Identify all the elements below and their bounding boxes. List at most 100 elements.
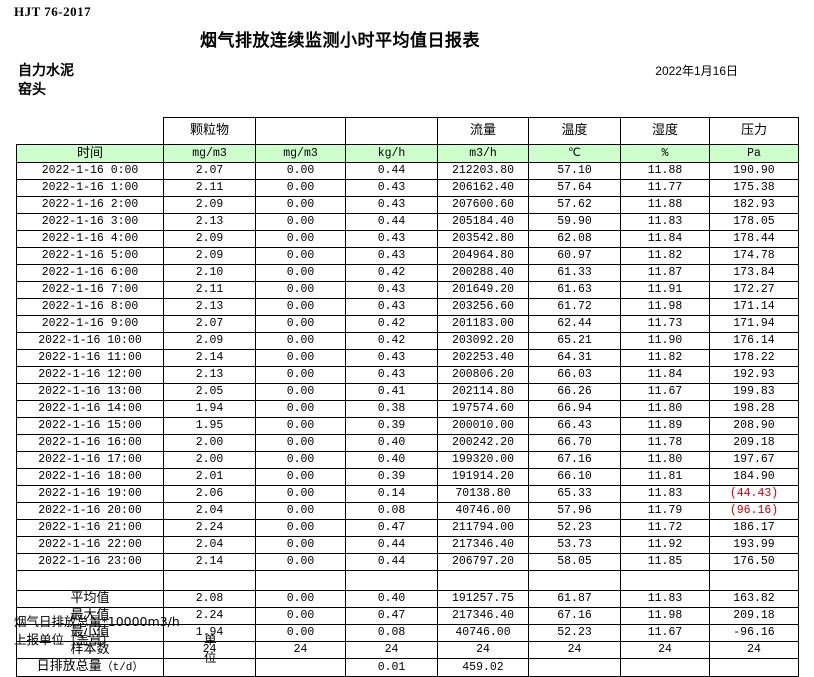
cell-value: 0.39 — [345, 417, 438, 435]
cell-value: 11.92 — [620, 536, 710, 554]
table-row: 2022-1-16 20:00 2.04 0.00 0.08 40746.00 57.96… — [16, 502, 799, 520]
cell-value: 66.03 — [528, 366, 621, 384]
cell-value: 2.07 — [163, 315, 256, 333]
summary-value: 217346.40 — [437, 607, 529, 625]
cell-value: 200242.20 — [437, 434, 529, 452]
cell-value: 2.05 — [163, 383, 256, 401]
cell-value: 11.84 — [620, 366, 710, 384]
summary-value: 0.47 — [345, 607, 438, 625]
summary-value: 0.01 — [345, 658, 438, 677]
summary-row: 样本数 24 24 24 24 24 24 24 — [16, 641, 799, 659]
cell-value: 0.43 — [345, 366, 438, 384]
cell-value: 2.07 — [163, 162, 256, 180]
summary-value: -96.16 — [709, 624, 799, 642]
table-row: 2022-1-16 10:00 2.09 0.00 0.42 203092.20 65.2… — [16, 332, 799, 350]
cell-value: 199.83 — [709, 383, 799, 401]
cell-value: 217346.40 — [437, 536, 529, 554]
cell-value: 65.21 — [528, 332, 621, 350]
cell-value: 0.00 — [255, 213, 346, 231]
cell-value: 53.73 — [528, 536, 621, 554]
cell-value: 0.00 — [255, 332, 346, 350]
summary-value: 24 — [345, 641, 438, 659]
cell-value: 2.11 — [163, 281, 256, 299]
cell-empty — [163, 570, 256, 591]
summary-value: 67.16 — [528, 607, 621, 625]
cell-empty — [620, 570, 710, 591]
cell-value: 11.84 — [620, 230, 710, 248]
cell-timestamp: 2022-1-16 20:00 — [16, 502, 164, 520]
table-row: 2022-1-16 7:00 2.11 0.00 0.43 201649.20 61.63… — [16, 281, 799, 299]
cell-value: 0.08 — [345, 502, 438, 520]
cell-value: 11.87 — [620, 264, 710, 282]
cell-value: 0.00 — [255, 502, 346, 520]
cell-value: (44.43) — [709, 485, 799, 503]
cell-value: 200806.20 — [437, 366, 529, 384]
summary-row: 最小值 1.94 0.00 0.08 40746.00 52.23 11.67 -96.16 — [16, 624, 799, 642]
cell-value: 0.00 — [255, 349, 346, 367]
cell-timestamp: 2022-1-16 16:00 — [16, 434, 164, 452]
cell-value: 62.44 — [528, 315, 621, 333]
cell-value: 67.16 — [528, 451, 621, 469]
cell-value: 66.43 — [528, 417, 621, 435]
cell-value: 0.40 — [345, 434, 438, 452]
cell-value: 2.00 — [163, 434, 256, 452]
cell-value: 0.42 — [345, 315, 438, 333]
cell-value: 0.00 — [255, 485, 346, 503]
cell-empty — [528, 570, 621, 591]
unit-label: 单位 — [204, 632, 217, 665]
summary-value: 0.00 — [255, 590, 346, 608]
summary-value — [528, 658, 621, 677]
cell-value: 61.63 — [528, 281, 621, 299]
cell-value: 0.00 — [255, 366, 346, 384]
cell-empty — [709, 570, 799, 591]
table-row: 2022-1-16 11:00 2.14 0.00 0.43 202253.40 64.3… — [16, 349, 799, 367]
cell-value: 2.10 — [163, 264, 256, 282]
cell-timestamp: 2022-1-16 8:00 — [16, 298, 164, 316]
table-row: 2022-1-16 0:00 2.07 0.00 0.44 212203.80 57.10… — [16, 162, 799, 180]
cell-value: 2.14 — [163, 349, 256, 367]
cell-value: 64.31 — [528, 349, 621, 367]
cell-value: 11.85 — [620, 553, 710, 571]
cell-value: 0.00 — [255, 281, 346, 299]
cell-value: 200010.00 — [437, 417, 529, 435]
cell-value: 203256.60 — [437, 298, 529, 316]
cell-value: 0.44 — [345, 162, 438, 180]
column-group-header: 湿度 — [620, 117, 710, 145]
cell-value: 199320.00 — [437, 451, 529, 469]
column-header-unit: ℃ — [528, 144, 621, 163]
cell-value: 11.91 — [620, 281, 710, 299]
cell-value: 11.81 — [620, 468, 710, 486]
column-group-header — [345, 117, 438, 145]
cell-value: 178.22 — [709, 349, 799, 367]
cell-value: 60.97 — [528, 247, 621, 265]
cell-value: 191914.20 — [437, 468, 529, 486]
cell-timestamp: 2022-1-16 9:00 — [16, 315, 164, 333]
cell-value: 2.24 — [163, 519, 256, 537]
cell-value: 2.09 — [163, 247, 256, 265]
cell-value: 0.44 — [345, 553, 438, 571]
cell-value: 11.82 — [620, 349, 710, 367]
cell-value: 2.13 — [163, 298, 256, 316]
table-row: 2022-1-16 18:00 2.01 0.00 0.39 191914.20 66.1… — [16, 468, 799, 486]
cell-value: 212203.80 — [437, 162, 529, 180]
cell-value: 0.43 — [345, 230, 438, 248]
cell-value: 190.90 — [709, 162, 799, 180]
cell-value: 206797.20 — [437, 553, 529, 571]
cell-value: 209.18 — [709, 434, 799, 452]
cell-timestamp: 2022-1-16 6:00 — [16, 264, 164, 282]
cell-value: 208.90 — [709, 417, 799, 435]
cell-value: 0.43 — [345, 349, 438, 367]
cell-value: 0.43 — [345, 281, 438, 299]
cell-value: 0.00 — [255, 298, 346, 316]
cell-value: 0.00 — [255, 264, 346, 282]
cell-value: 202114.80 — [437, 383, 529, 401]
cell-value: 0.00 — [255, 451, 346, 469]
cell-value: 2.13 — [163, 213, 256, 231]
cell-value: 61.72 — [528, 298, 621, 316]
cell-value: 0.41 — [345, 383, 438, 401]
cell-value: 0.40 — [345, 451, 438, 469]
summary-value: 459.02 — [437, 658, 529, 677]
cell-timestamp: 2022-1-16 2:00 — [16, 196, 164, 214]
summary-value: 2.08 — [163, 590, 256, 608]
cell-value: 66.94 — [528, 400, 621, 418]
